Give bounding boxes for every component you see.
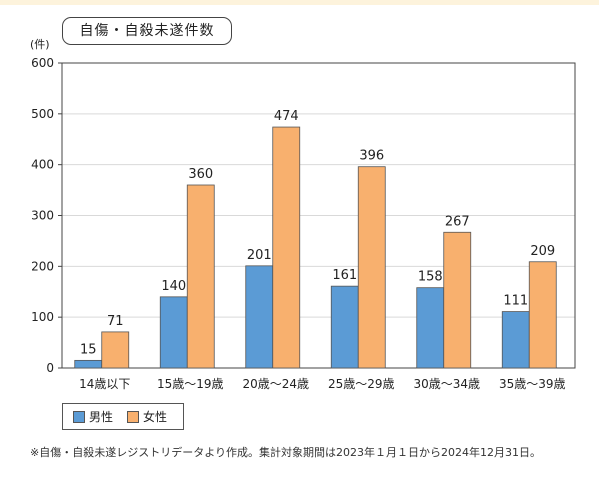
legend-item-male: 男性 — [73, 408, 113, 425]
legend-label-male: 男性 — [89, 410, 114, 424]
legend-item-female: 女性 — [127, 408, 167, 425]
bar-female-0 — [101, 331, 130, 369]
x-tick-label: 35歳～39歳 — [499, 377, 566, 391]
top-band — [0, 0, 599, 5]
y-tick-label: 400 — [31, 158, 54, 172]
data-label-male-0: 15 — [80, 342, 97, 357]
data-label-female-2: 474 — [274, 109, 299, 124]
bar-female-4 — [443, 231, 472, 369]
bar-female-3 — [357, 166, 386, 369]
x-tick-label: 25歳～29歳 — [328, 377, 395, 391]
bar-male-2 — [245, 265, 274, 369]
bar-female-2 — [272, 126, 301, 369]
y-tick-label: 200 — [31, 259, 54, 273]
y-axis-unit-label: (件) — [30, 38, 50, 51]
data-label-male-2: 201 — [247, 248, 272, 263]
bar-male-1 — [159, 296, 188, 369]
data-label-male-3: 161 — [332, 268, 357, 283]
data-label-female-5: 209 — [530, 244, 555, 259]
bar-male-5 — [501, 311, 530, 369]
y-tick-label: 300 — [31, 209, 54, 223]
data-label-female-1: 360 — [188, 167, 213, 182]
x-tick-label: 20歳～24歳 — [242, 377, 309, 391]
data-label-male-5: 111 — [503, 294, 528, 309]
bar-chart: 0 100 200 300 400 500 600 15 71 14歳以下 140 360 15歳～19… — [31, 56, 576, 391]
data-label-female-4: 267 — [445, 214, 470, 229]
data-label-male-4: 158 — [418, 270, 443, 285]
y-tick-label: 100 — [31, 310, 54, 324]
y-tick-label: 500 — [31, 107, 54, 121]
bar-male-4 — [416, 287, 445, 369]
bar-male-3 — [330, 285, 359, 369]
legend-swatch-male — [73, 410, 85, 423]
x-tick-label: 15歳～19歳 — [157, 377, 224, 391]
bar-female-1 — [186, 184, 215, 369]
data-label-female-3: 396 — [359, 149, 384, 164]
y-tick-label: 0 — [46, 361, 54, 375]
bar-female-5 — [528, 261, 557, 369]
x-tick-label: 30歳～34歳 — [413, 377, 480, 391]
legend: 男性 女性 — [62, 403, 184, 430]
chart-title: 自傷・自殺未遂件数 — [62, 17, 232, 45]
bar-male-0 — [74, 359, 103, 369]
legend-swatch-female — [127, 410, 140, 423]
y-tick-label: 600 — [31, 56, 54, 70]
source-note: ※自傷・自殺未遂レジストリデータより作成。集計対象期間は2023年１月１日から2… — [30, 446, 541, 459]
legend-label-female: 女性 — [143, 410, 168, 424]
data-label-male-1: 140 — [161, 279, 186, 294]
plot-area-frame — [61, 62, 576, 369]
data-label-female-0: 71 — [107, 314, 124, 329]
x-tick-label: 14歳以下 — [79, 377, 130, 391]
